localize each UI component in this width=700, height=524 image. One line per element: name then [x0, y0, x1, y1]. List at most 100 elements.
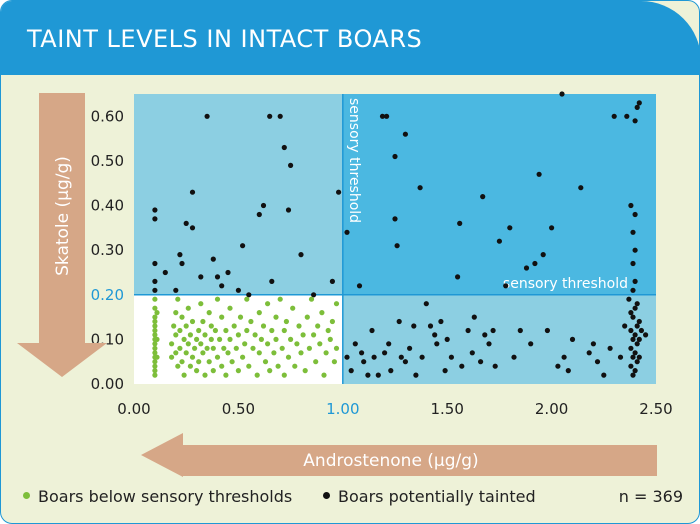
point-below — [152, 318, 158, 325]
point-tainted — [269, 278, 275, 284]
chart-title: TAINT LEVELS IN INTACT BOARS — [27, 25, 423, 53]
point-tainted — [634, 341, 640, 347]
point-below — [285, 354, 292, 360]
point-tainted — [632, 247, 638, 253]
point-tainted — [240, 243, 246, 249]
point-tainted — [375, 372, 381, 378]
point-tainted — [465, 327, 471, 334]
point-tainted — [511, 354, 517, 360]
x-tick-label: 2.00 — [535, 400, 568, 418]
point-below — [181, 372, 187, 378]
point-tainted — [235, 287, 241, 293]
point-below — [152, 368, 158, 374]
point-tainted — [630, 336, 636, 342]
point-below — [221, 345, 227, 351]
point-below — [173, 310, 179, 316]
x-tick-label: 0.00 — [117, 400, 150, 418]
point-tainted — [628, 310, 634, 316]
point-below — [233, 345, 239, 351]
point-tainted — [528, 341, 534, 347]
point-tainted — [382, 350, 388, 356]
point-below — [175, 296, 181, 302]
point-tainted — [630, 372, 636, 378]
point-tainted — [407, 345, 413, 351]
point-below — [187, 363, 193, 369]
point-tainted — [189, 225, 196, 231]
point-tainted — [469, 350, 475, 356]
point-tainted — [288, 162, 294, 168]
point-tainted — [352, 341, 358, 347]
point-tainted — [626, 296, 632, 302]
point-tainted — [634, 104, 640, 110]
point-tainted — [152, 216, 158, 222]
point-below — [290, 305, 296, 311]
region-both-high — [342, 94, 656, 295]
point-below — [269, 327, 275, 334]
point-below — [219, 314, 225, 320]
point-below — [177, 345, 183, 351]
point-below — [214, 296, 221, 302]
point-below — [311, 332, 317, 338]
legend-below-label: Boars below sensory thresholds — [38, 487, 293, 506]
point-below — [300, 332, 306, 338]
point-tainted — [617, 354, 624, 360]
point-below — [183, 350, 189, 356]
point-tainted — [361, 359, 367, 365]
legend: Boars below sensory thresholds Boars pot… — [23, 487, 683, 509]
point-below — [321, 372, 327, 378]
point-below — [265, 341, 271, 347]
y-tick-label: 0.20 — [91, 286, 124, 304]
point-below — [198, 301, 204, 307]
point-tainted — [643, 332, 649, 338]
point-below — [254, 372, 260, 378]
sample-size-label: n = 369 — [618, 487, 683, 506]
point-tainted — [225, 269, 231, 276]
point-below — [217, 336, 223, 342]
point-tainted — [638, 327, 645, 334]
point-below — [237, 314, 244, 320]
point-below — [273, 314, 279, 320]
point-below — [292, 363, 298, 369]
point-tainted — [536, 171, 542, 177]
y-tick-label: 0.60 — [91, 107, 124, 125]
point-below — [208, 336, 214, 342]
x-tick-label: 2.50 — [639, 400, 672, 418]
point-below — [227, 336, 233, 342]
point-below — [313, 359, 319, 365]
region-androstenone-only — [342, 294, 656, 384]
point-below — [275, 363, 281, 369]
point-tainted — [632, 305, 638, 311]
point-below — [242, 341, 248, 347]
point-below — [294, 341, 300, 347]
point-tainted — [371, 354, 377, 360]
point-tainted — [482, 332, 488, 338]
point-tainted — [419, 354, 425, 360]
point-below — [225, 350, 231, 356]
point-below — [298, 350, 304, 356]
point-tainted — [634, 323, 640, 329]
point-below — [152, 327, 158, 334]
point-tainted — [471, 314, 477, 320]
point-below — [171, 323, 177, 329]
point-below — [185, 341, 191, 347]
point-tainted — [344, 229, 350, 235]
point-below — [235, 332, 241, 338]
legend-green-dot-icon — [23, 492, 30, 499]
x-threshold-label: sensory threshold — [346, 98, 362, 223]
point-below — [204, 345, 210, 351]
point-tainted — [601, 372, 607, 378]
point-tainted — [277, 113, 283, 119]
point-tainted — [344, 354, 350, 360]
point-tainted — [634, 359, 640, 365]
point-tainted — [434, 341, 440, 347]
legend-tainted-label: Boars potentially tainted — [338, 487, 536, 506]
y-axis-arrow: Skatole (µg/g) — [17, 93, 107, 377]
point-below — [175, 363, 181, 369]
point-tainted — [379, 113, 386, 119]
point-below — [244, 296, 250, 302]
point-below — [206, 359, 212, 365]
point-tainted — [432, 332, 438, 338]
point-below — [152, 296, 158, 302]
point-tainted — [189, 189, 196, 195]
